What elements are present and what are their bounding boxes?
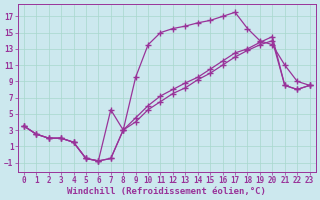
- X-axis label: Windchill (Refroidissement éolien,°C): Windchill (Refroidissement éolien,°C): [67, 187, 266, 196]
